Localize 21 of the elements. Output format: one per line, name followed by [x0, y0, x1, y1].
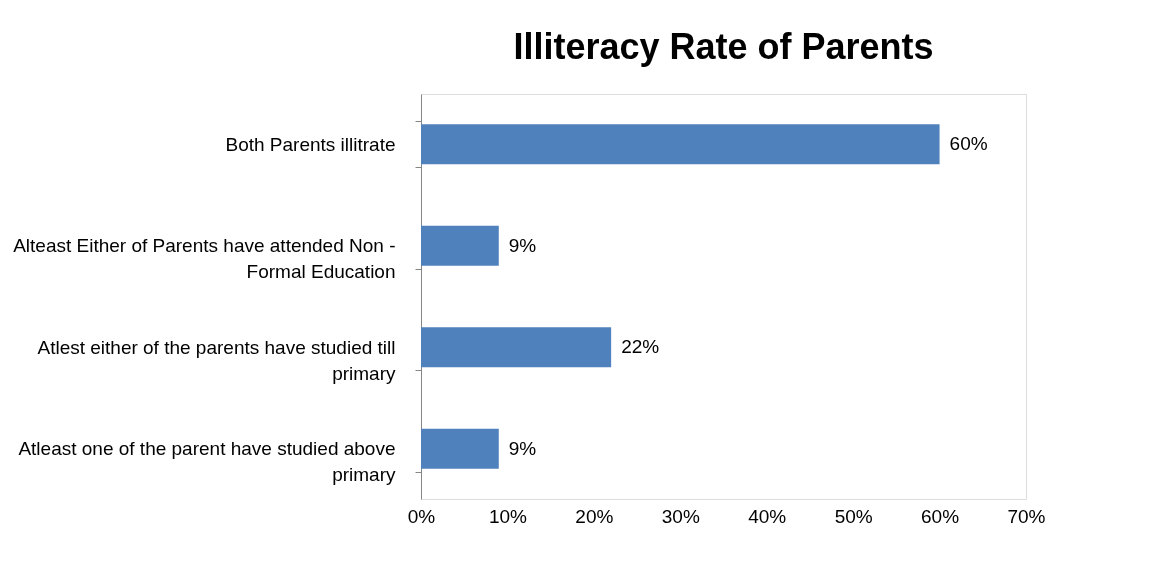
bar — [421, 225, 499, 266]
x-tick-label: 70% — [1007, 505, 1046, 527]
x-tick-label: 0% — [407, 505, 436, 527]
data-label: 60% — [949, 133, 988, 155]
data-label: 9% — [508, 234, 537, 256]
bar — [421, 327, 612, 368]
y-tick-label: Atleast one of the parent have studied above primary — [18, 438, 396, 486]
x-tick-label: 60% — [921, 505, 960, 527]
x-tick-label: 30% — [661, 505, 700, 527]
data-label: 9% — [508, 437, 537, 459]
bar — [421, 428, 499, 469]
x-tick-label: 50% — [834, 505, 873, 527]
data-label: 22% — [621, 336, 660, 358]
y-tick-label: Both Parents illitrate — [225, 133, 396, 155]
x-tick-label: 40% — [748, 505, 787, 527]
y-tick-label: Alteast Either of Parents have attended Non - Formal Education — [13, 235, 396, 283]
y-tick-label: Atlest either of the parents have studied till primary — [37, 336, 396, 384]
x-tick-label: 10% — [488, 505, 528, 527]
chart-title: Illiteracy Rate of Parents — [513, 26, 934, 67]
x-tick-label: 20% — [575, 505, 614, 527]
bar — [421, 124, 940, 165]
